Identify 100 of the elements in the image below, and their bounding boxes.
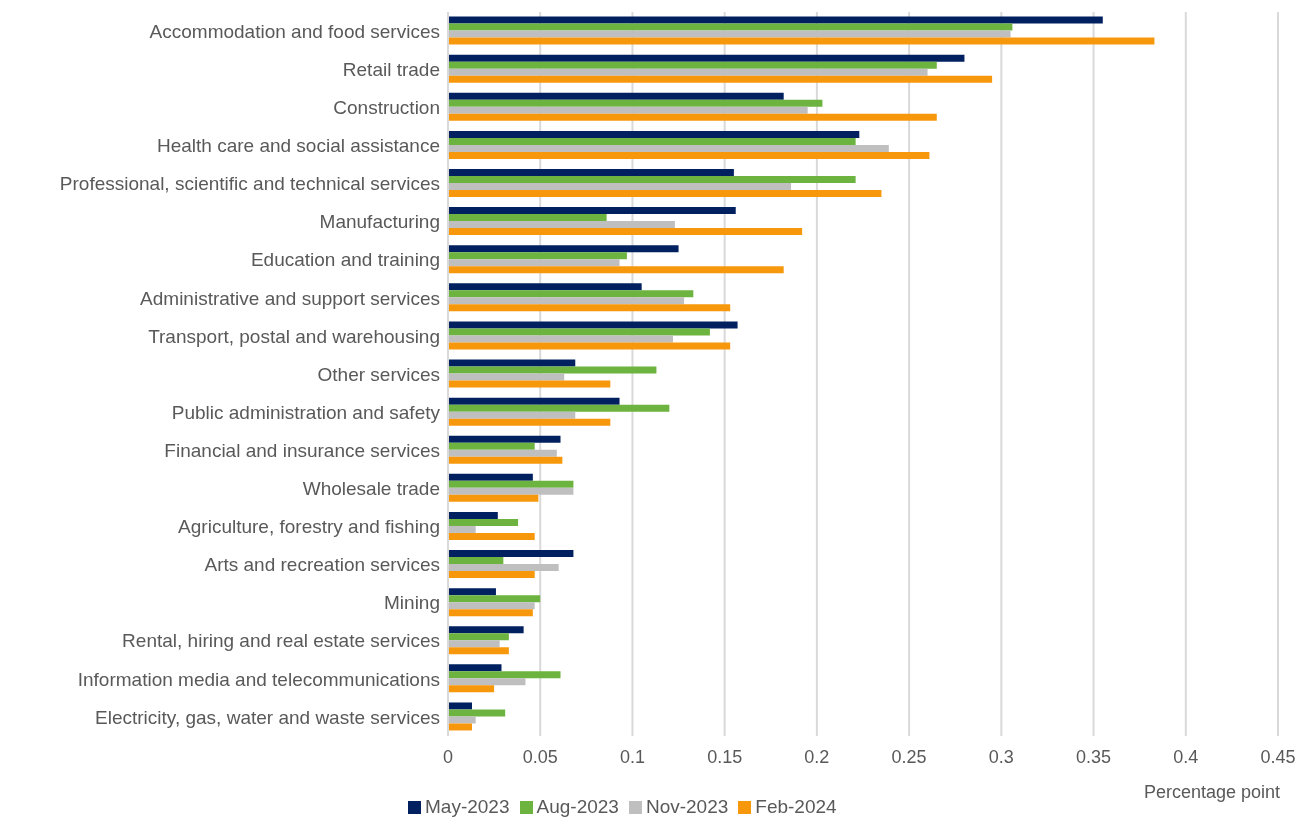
y-tick-label: Health care and social assistance	[156, 135, 440, 157]
bar	[448, 418, 611, 426]
bar	[448, 207, 736, 215]
bar	[448, 487, 574, 495]
bar	[448, 518, 519, 526]
legend-label: May-2023	[425, 796, 510, 817]
y-tick-label: Public administration and safety	[171, 401, 441, 423]
bar	[448, 671, 561, 679]
bar	[448, 189, 882, 197]
bar	[448, 456, 563, 464]
legend-label: Nov-2023	[645, 796, 729, 817]
legend-label: Feb-2024	[755, 796, 837, 817]
bar	[448, 397, 620, 405]
bar	[448, 92, 784, 100]
bar	[448, 297, 685, 305]
bar	[448, 259, 620, 267]
bar	[448, 335, 674, 343]
bar	[448, 494, 539, 502]
bar	[448, 252, 627, 260]
y-tick-label: Construction	[333, 97, 440, 119]
bar	[448, 709, 506, 717]
bar	[448, 106, 808, 114]
bar	[448, 175, 856, 183]
bar	[448, 525, 476, 533]
bar	[448, 130, 860, 138]
bar	[448, 626, 524, 634]
bar	[448, 588, 496, 596]
bar	[448, 609, 533, 617]
bar	[448, 342, 731, 350]
bar	[448, 716, 476, 724]
bar	[448, 283, 642, 291]
y-tick-label: Transport, postal and warehousing	[148, 325, 440, 347]
x-tick-label: 0.1	[619, 746, 645, 767]
y-tick-label: Arts and recreation services	[204, 554, 440, 576]
bar	[448, 16, 1103, 24]
x-tick-label: 0.25	[891, 746, 927, 767]
bar	[448, 511, 498, 519]
x-tick-label: 0.15	[707, 746, 743, 767]
bar	[448, 23, 1013, 31]
bar	[448, 144, 889, 152]
bar	[448, 366, 657, 374]
bar	[448, 290, 694, 298]
bar	[448, 61, 937, 69]
y-tick-label: Electricity, gas, water and waste services	[95, 706, 440, 728]
bar	[448, 640, 500, 648]
bar	[448, 182, 792, 190]
x-tick-label: 0	[442, 746, 454, 767]
bar	[448, 228, 803, 236]
x-axis-title: Percentage point	[1143, 782, 1280, 802]
y-tick-label: Education and training	[250, 249, 440, 271]
bar	[448, 304, 731, 312]
bar	[448, 75, 993, 83]
y-tick-label: Mining	[384, 592, 440, 614]
bar	[448, 685, 495, 693]
bar	[448, 723, 472, 731]
x-tick-label: 0.3	[988, 746, 1014, 767]
y-tick-label: Rental, hiring and real estate services	[122, 630, 440, 652]
bar	[448, 328, 710, 336]
x-tick-label: 0.45	[1260, 746, 1296, 767]
bar	[448, 480, 574, 488]
y-tick-label: Administrative and support services	[140, 287, 440, 309]
legend-label: Aug-2023	[536, 796, 619, 817]
bar	[448, 168, 734, 176]
bar	[448, 557, 504, 565]
bar	[448, 99, 823, 107]
bar	[448, 359, 576, 367]
bar	[448, 602, 535, 610]
bar	[448, 321, 738, 329]
bar	[448, 702, 472, 710]
bar	[448, 221, 675, 229]
x-tick-label: 0.4	[1173, 746, 1199, 767]
bar	[448, 550, 574, 558]
bar	[448, 473, 533, 481]
bar	[448, 532, 535, 540]
bar	[448, 564, 559, 572]
bar	[448, 151, 930, 159]
x-tick-label: 0.05	[522, 746, 558, 767]
bar	[448, 373, 565, 381]
bar	[448, 633, 509, 641]
bar	[448, 137, 856, 145]
bar	[448, 449, 557, 457]
y-tick-label: Other services	[317, 363, 440, 385]
bar	[448, 37, 1155, 45]
bar	[448, 435, 561, 443]
y-tick-label: Professional, scientific and technical services	[59, 173, 440, 195]
bar	[448, 113, 937, 121]
bar	[448, 245, 679, 253]
x-tick-label: 0.35	[1076, 746, 1112, 767]
bar	[448, 664, 502, 672]
x-tick-label: 0.2	[804, 746, 830, 767]
y-tick-label: Manufacturing	[319, 211, 440, 233]
bar	[448, 266, 784, 274]
y-tick-label: Agriculture, forestry and fishing	[178, 516, 440, 538]
y-tick-label: Accommodation and food services	[149, 20, 440, 42]
bar	[448, 68, 928, 76]
y-tick-label: Financial and insurance services	[164, 439, 440, 461]
bar	[448, 647, 509, 655]
bar	[448, 411, 576, 419]
bar	[448, 404, 670, 412]
bar	[448, 571, 535, 579]
